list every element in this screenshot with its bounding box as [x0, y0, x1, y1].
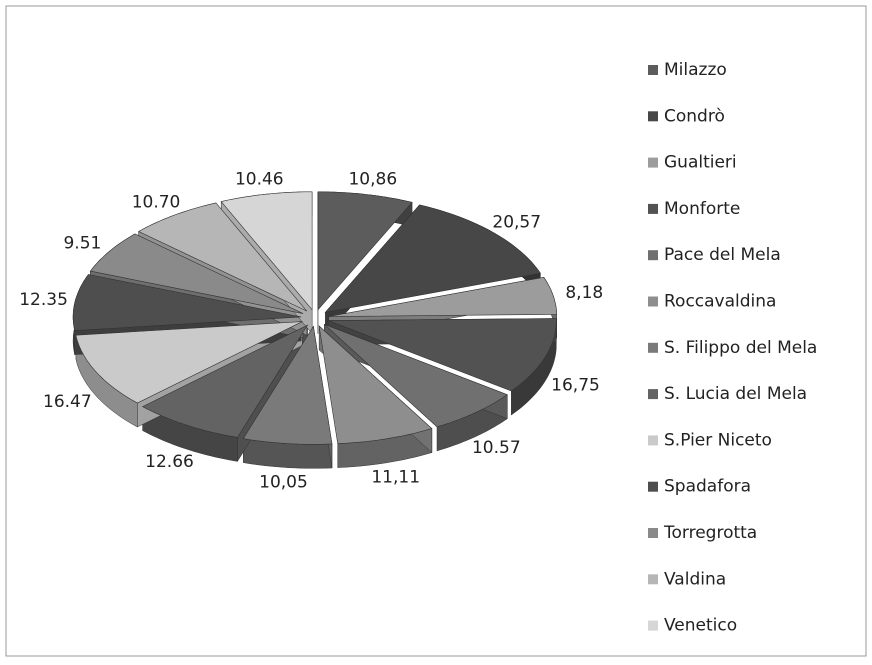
legend-label: Condrò — [664, 106, 725, 126]
slice — [317, 191, 413, 311]
slice — [141, 324, 309, 438]
slice — [72, 274, 302, 331]
legend-label: Venetico — [664, 616, 737, 636]
legend-label: Spadafora — [664, 477, 751, 497]
legend-label: S. Lucia del Mela — [664, 384, 807, 404]
data-label: 9.51 — [63, 233, 101, 253]
legend-swatch — [648, 296, 658, 307]
legend-swatch — [648, 574, 658, 585]
data-label: 16.47 — [43, 392, 92, 412]
legend-label: Monforte — [664, 199, 740, 219]
legend-label: S. Filippo del Mela — [664, 338, 817, 358]
slice — [89, 233, 304, 314]
slice — [220, 191, 313, 311]
legend-swatch — [648, 435, 658, 446]
slice — [75, 321, 303, 404]
legend-swatch — [648, 203, 658, 214]
data-label: 20,57 — [492, 212, 541, 232]
data-label: 10,86 — [348, 170, 397, 190]
slice — [324, 204, 541, 313]
slice — [328, 318, 557, 392]
data-label: 10.57 — [472, 438, 521, 458]
legend-label: Pace del Mela — [664, 245, 781, 265]
data-label: 10.46 — [235, 169, 284, 189]
data-label: 11,11 — [371, 467, 420, 487]
slice — [328, 276, 557, 317]
legend-swatch — [648, 65, 658, 75]
legend-label: Torregrotta — [663, 523, 757, 543]
legend-swatch — [648, 157, 658, 168]
data-label: 16,75 — [551, 375, 600, 395]
legend-label: Roccavaldina — [664, 292, 776, 312]
legend-label: S.Pier Niceto — [664, 430, 772, 450]
legend-label: Milazzo — [664, 60, 727, 80]
slice — [242, 325, 333, 445]
legend-swatch — [648, 342, 658, 353]
legend-swatch — [648, 111, 658, 122]
legend-label: Valdina — [664, 569, 726, 589]
legend-swatch — [648, 250, 658, 261]
data-label: 12.35 — [19, 290, 68, 310]
legend-swatch — [648, 481, 658, 492]
data-label: 10.70 — [132, 193, 181, 213]
data-label: 8,18 — [565, 283, 603, 303]
slice — [324, 324, 508, 428]
data-label: 12.66 — [145, 452, 194, 472]
slice — [138, 202, 308, 312]
legend-label: Gualtieri — [664, 153, 737, 173]
data-label: 10,05 — [259, 473, 308, 493]
legend-swatch — [648, 528, 658, 538]
legend-swatch — [648, 620, 658, 631]
legend-swatch — [648, 389, 658, 400]
slice — [318, 325, 433, 444]
